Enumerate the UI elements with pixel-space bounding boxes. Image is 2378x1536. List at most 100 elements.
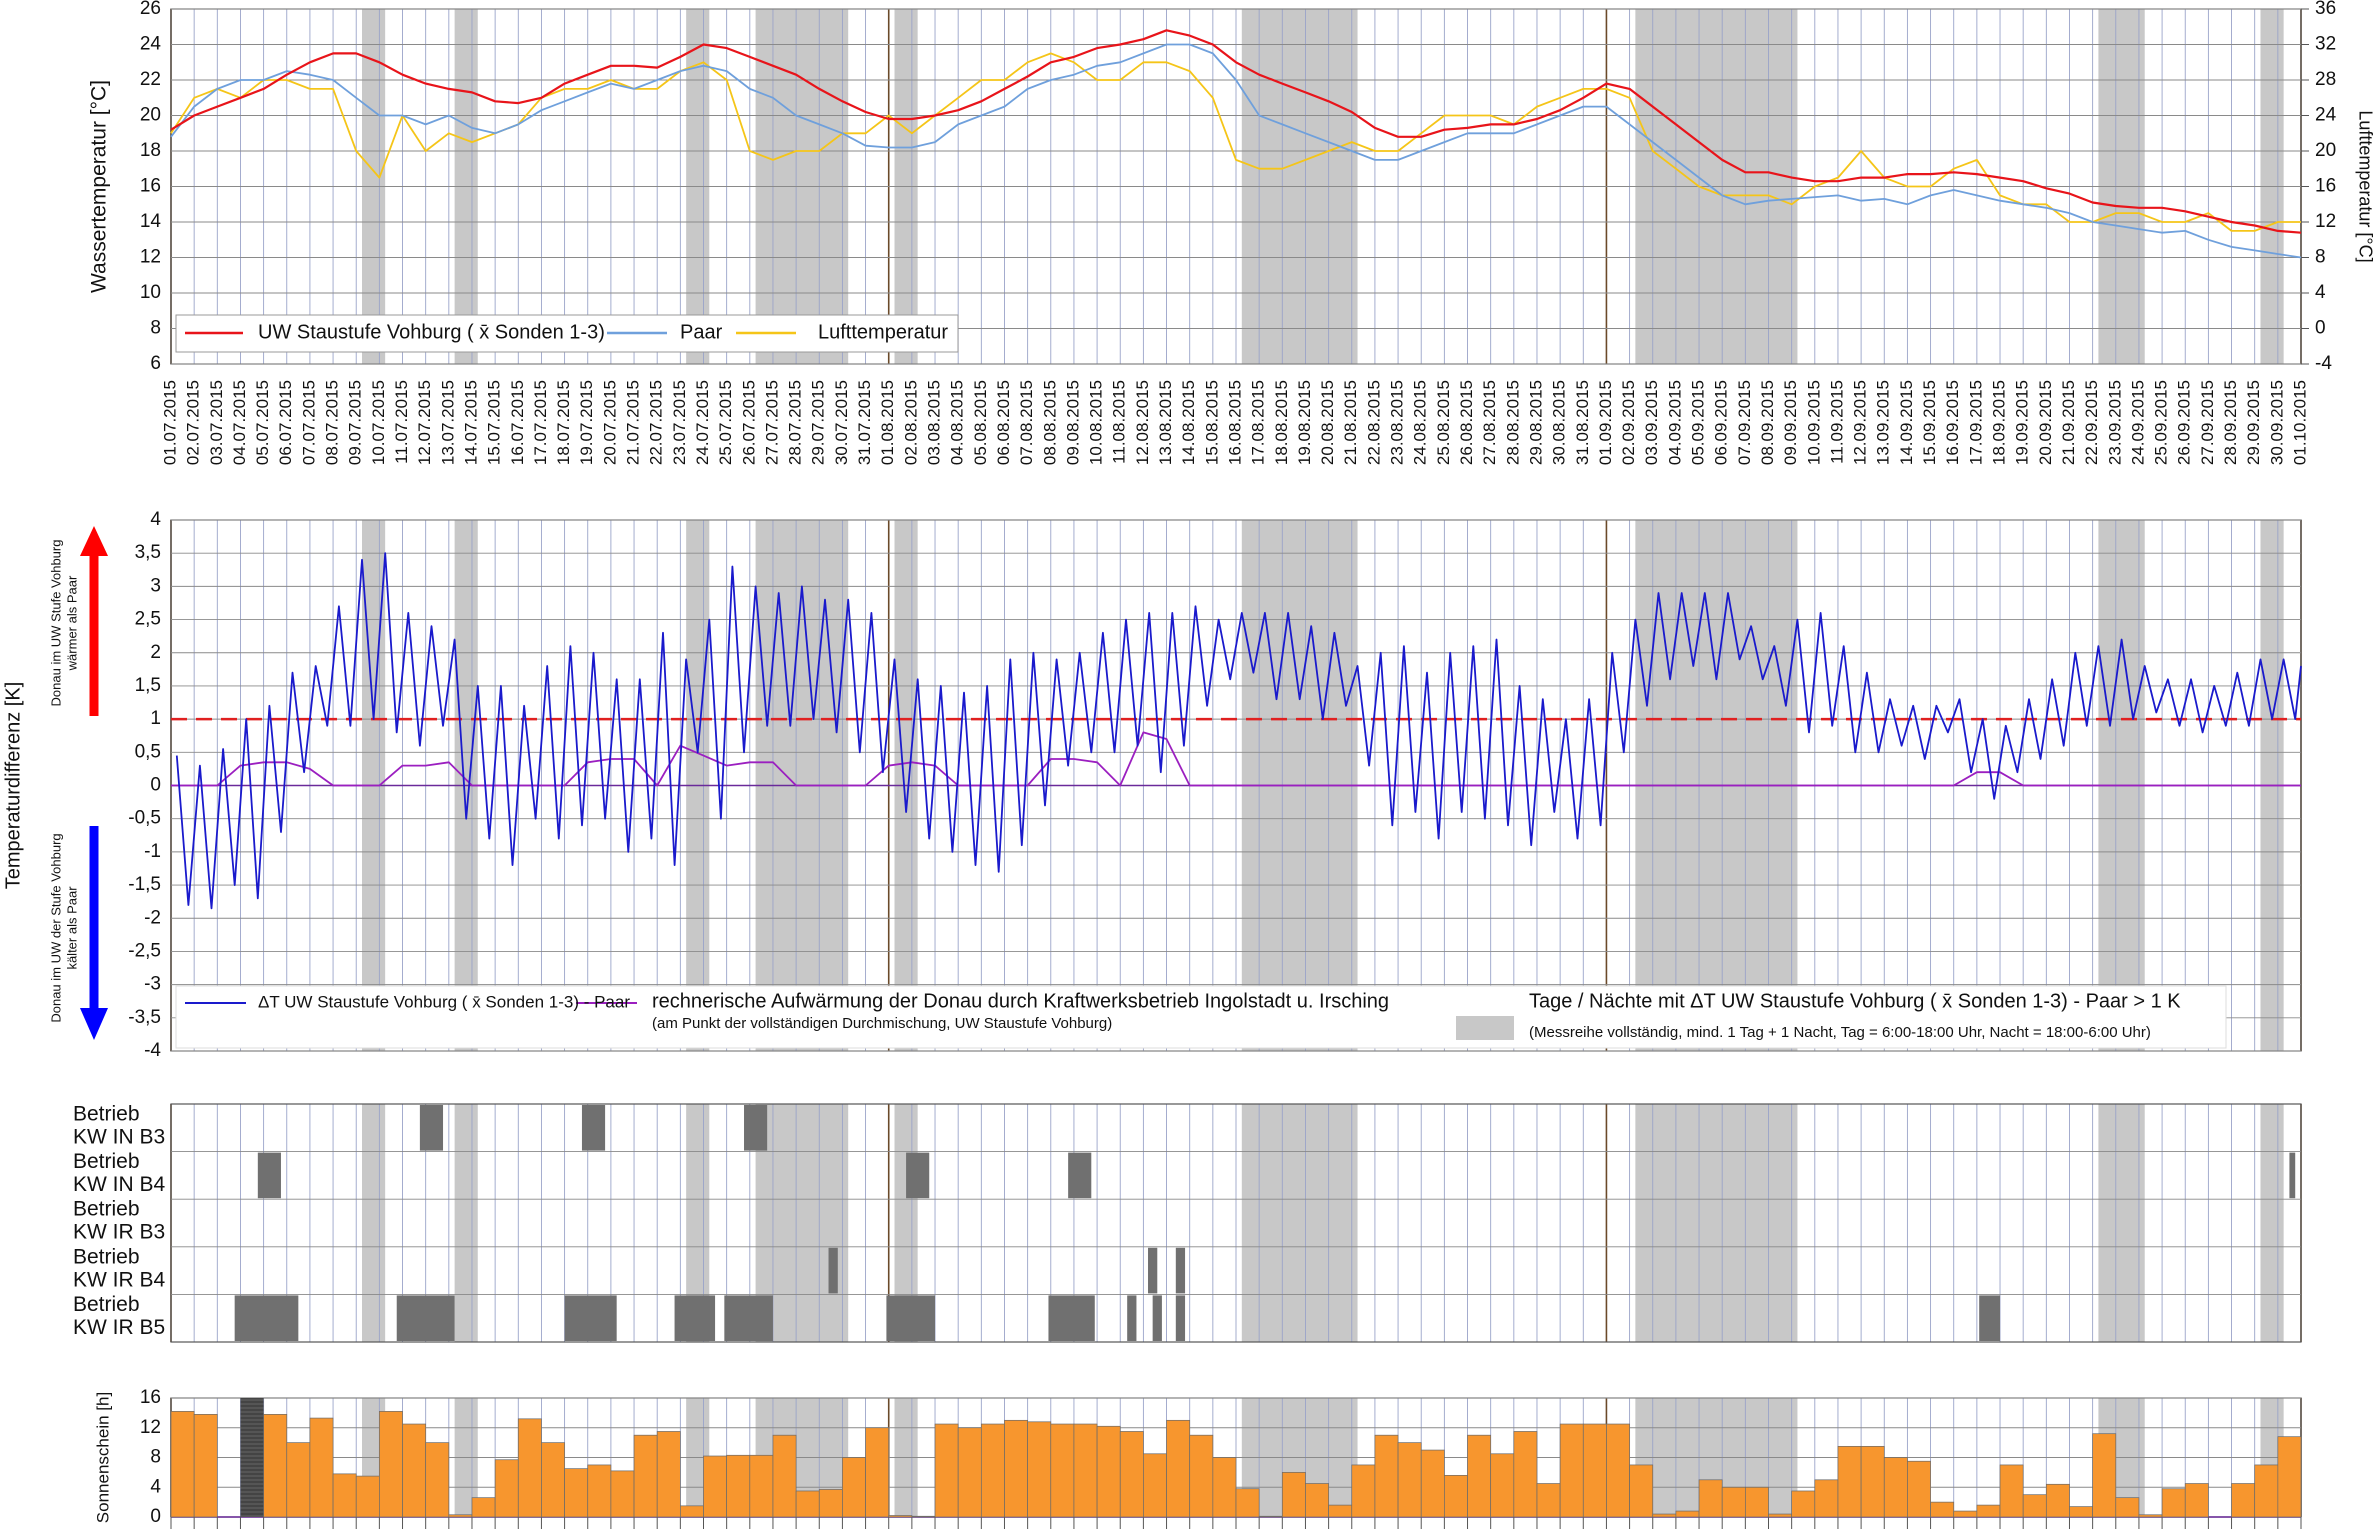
x-tick-label: 20.09.2015 — [2036, 380, 2055, 465]
x-tick-label: 10.09.2015 — [1804, 380, 1823, 465]
x-tick-label: 12.09.2015 — [1851, 380, 1870, 465]
series-line — [171, 731, 2301, 787]
y-tick-label: 2,5 — [135, 609, 161, 630]
x-tick-label: 18.09.2015 — [1990, 380, 2009, 465]
x-tick-label: 11.08.2015 — [1110, 380, 1129, 464]
row-label: KW IR B4 — [73, 1268, 166, 1291]
bar — [1351, 1464, 1376, 1518]
highlight-period — [2098, 1104, 2145, 1342]
bar — [1675, 1510, 1700, 1518]
arrow-down-head — [80, 1008, 108, 1040]
x-tick-label: 06.07.2015 — [276, 380, 295, 465]
x-tick-label: 08.09.2015 — [1758, 380, 1777, 465]
bar — [517, 1418, 542, 1518]
x-tick-label: 01.09.2015 — [1596, 380, 1615, 465]
x-tick-label: 15.09.2015 — [1920, 380, 1939, 465]
x-tick-label: 16.07.2015 — [508, 380, 527, 465]
legend-label: rechnerische Aufwärmung der Donau durch … — [652, 990, 1389, 1012]
side-annotation: wärmer als Paar — [64, 575, 79, 671]
highlight-period — [1635, 1104, 1798, 1342]
operation-period — [1068, 1152, 1092, 1199]
x-tick-label: 24.09.2015 — [2128, 380, 2147, 465]
x-tick-label: 01.08.2015 — [878, 380, 897, 465]
x-tick-label: 14.09.2015 — [1897, 380, 1916, 465]
bar — [2231, 1483, 2256, 1518]
operation-period — [1979, 1295, 2001, 1341]
y2-tick-label: 12 — [2315, 211, 2336, 232]
y-tick-label: 14 — [140, 211, 162, 232]
missing-data — [240, 1398, 264, 1517]
series-line — [170, 43, 2302, 259]
bar — [1490, 1453, 1515, 1518]
x-tick-label: 25.07.2015 — [716, 380, 735, 465]
x-tick-label: 27.08.2015 — [1480, 380, 1499, 465]
row-label: Betrieb — [73, 1150, 140, 1173]
x-tick-label: 31.08.2015 — [1573, 380, 1592, 465]
y-tick-label: -2 — [144, 907, 161, 928]
bar — [818, 1489, 843, 1518]
bar — [2254, 1464, 2279, 1518]
x-tick-label: 06.09.2015 — [1712, 380, 1731, 465]
x-tick-label: 02.07.2015 — [184, 380, 203, 465]
x-tick-label: 23.09.2015 — [2105, 380, 2124, 465]
operation-period — [886, 1295, 936, 1341]
bar — [1166, 1419, 1191, 1518]
bar — [309, 1417, 334, 1518]
legend-box — [175, 314, 959, 353]
x-tick-label: 17.07.2015 — [531, 380, 550, 465]
operation-period — [674, 1295, 716, 1341]
x-tick-label: 01.10.2015 — [2290, 380, 2309, 465]
y2-tick-label: 16 — [2315, 176, 2336, 197]
bar — [1027, 1421, 1052, 1518]
legend-label: Lufttemperatur — [818, 321, 948, 343]
operation-period — [257, 1152, 281, 1199]
highlight-period — [1241, 1104, 1358, 1342]
x-tick-label: 16.09.2015 — [1943, 380, 1962, 465]
x-tick-label: 31.07.2015 — [855, 380, 874, 465]
series-line — [170, 29, 2302, 234]
x-tick-label: 09.07.2015 — [346, 380, 365, 465]
y-tick-label: 1,5 — [135, 675, 161, 696]
operation-period — [419, 1105, 444, 1151]
y-axis-label: Temperaturdifferenz [K] — [2, 682, 24, 890]
operation-period — [744, 1105, 768, 1151]
x-tick-label: 11.07.2015 — [392, 380, 411, 464]
bar — [286, 1442, 311, 1518]
y-tick-label: -3 — [144, 974, 161, 995]
operation-period — [1148, 1247, 1158, 1294]
x-tick-label: 05.07.2015 — [253, 380, 272, 465]
y-tick-label: 3 — [150, 575, 161, 596]
row-label: KW IR B3 — [73, 1221, 165, 1244]
x-tick-label: 20.07.2015 — [600, 380, 619, 465]
bar — [656, 1431, 681, 1518]
legend-note: (am Punkt der vollständigen Durchmischun… — [652, 1015, 1112, 1032]
highlight-period — [362, 1104, 386, 1342]
x-tick-label: 29.07.2015 — [809, 380, 828, 465]
bar — [2115, 1497, 2140, 1518]
arrow-up-head — [80, 526, 108, 556]
operation-period — [234, 1295, 299, 1341]
x-tick-label: 02.08.2015 — [901, 380, 920, 465]
operation-period — [1127, 1295, 1137, 1341]
x-tick-label: 03.09.2015 — [1642, 380, 1661, 465]
bar — [911, 1515, 936, 1518]
highlight-period — [2260, 1104, 2284, 1342]
y-tick-label: 12 — [140, 247, 161, 268]
x-tick-label: 30.09.2015 — [2267, 380, 2286, 465]
x-tick-label: 23.08.2015 — [1388, 380, 1407, 465]
bar — [1189, 1434, 1214, 1518]
bar — [610, 1470, 635, 1518]
y-tick-label: 0 — [150, 775, 161, 796]
x-tick-label: 21.08.2015 — [1341, 380, 1360, 465]
x-tick-label: 06.08.2015 — [994, 380, 1013, 465]
bar — [1444, 1474, 1468, 1518]
y-tick-label: 16 — [140, 1387, 161, 1408]
x-tick-label: 23.07.2015 — [670, 380, 689, 465]
row-label: Betrieb — [73, 1103, 140, 1126]
bar — [1212, 1457, 1237, 1518]
x-tick-label: 13.08.2015 — [1156, 380, 1175, 465]
x-tick-label: 20.08.2015 — [1318, 380, 1337, 465]
x-tick-label: 30.08.2015 — [1550, 380, 1569, 465]
y2-tick-label: -4 — [2315, 353, 2332, 374]
operation-period — [1175, 1295, 1186, 1341]
